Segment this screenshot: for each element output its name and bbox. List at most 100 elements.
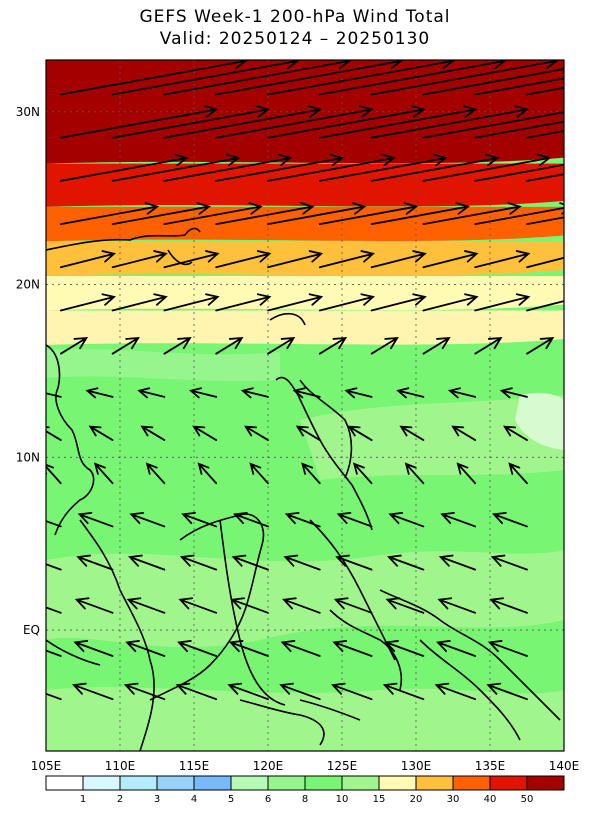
- wind-arrow-21: [111, 153, 241, 182]
- wind-arrow-58: [474, 293, 531, 312]
- colorbar-swatch-2: [119, 775, 158, 791]
- wind-arrow-32: [163, 202, 263, 226]
- colorbar-label-5: 5: [228, 794, 234, 805]
- lon-tick-110E: 110E: [105, 759, 136, 773]
- wind-arrow-82: [140, 425, 166, 441]
- wind-arrow-40: [59, 250, 117, 269]
- wind-arrow-87: [399, 425, 425, 441]
- wind-arrow-44: [267, 250, 324, 269]
- wind-arrow-56: [370, 293, 427, 312]
- colorbar-swatch-13: [526, 775, 565, 791]
- lon-tick-115E: 115E: [179, 759, 210, 773]
- wind-arrow-5: [318, 60, 507, 96]
- wind-arrow-51: [111, 293, 168, 312]
- wind-arrow-48: [474, 250, 531, 269]
- coastline-7: [149, 513, 265, 701]
- wind-arrow-137: [384, 640, 425, 657]
- wind-arrow-19: [526, 130, 564, 139]
- wind-arrow-33: [215, 202, 315, 226]
- colorbar-label-50: 50: [521, 794, 534, 805]
- coastline-15: [46, 639, 101, 666]
- wind-arrow-3: [215, 60, 404, 96]
- wind-arrow-106: [336, 512, 373, 528]
- lon-tick-130E: 130E: [401, 759, 432, 773]
- wind-arrow-148: [434, 682, 477, 701]
- wind-arrow-146: [331, 682, 373, 701]
- coastline-14: [239, 699, 325, 746]
- lon-tick-135E: 135E: [475, 759, 506, 773]
- wind-arrow-103: [181, 512, 218, 528]
- wind-arrow-9: [526, 86, 564, 96]
- wind-arrow-28: [474, 163, 564, 182]
- wind-arrow-16: [370, 105, 529, 139]
- coastline-9: [309, 519, 396, 661]
- wind-arrow-100: [46, 520, 62, 528]
- wind-arrow-81: [88, 425, 114, 441]
- lon-tick-105E: 105E: [31, 759, 62, 773]
- coastline-10: [329, 609, 402, 691]
- wind-arrow-142: [123, 682, 166, 701]
- wind-arrow-140: [46, 692, 62, 701]
- speed-band-1: [46, 163, 564, 207]
- wind-arrow-119: [490, 554, 528, 571]
- wind-arrow-35: [318, 202, 419, 226]
- wind-arrow-116: [335, 554, 373, 571]
- wind-arrow-118: [438, 554, 477, 571]
- colorbar-label-30: 30: [447, 794, 460, 805]
- coastline-8: [219, 519, 286, 706]
- wind-arrow-97: [404, 462, 425, 485]
- colorbar-swatch-4: [193, 775, 232, 791]
- colorbar-swatch-8: [341, 775, 380, 791]
- wind-arrow-6: [370, 60, 559, 96]
- wind-speed-shading: [46, 60, 564, 751]
- wind-arrow-69: [526, 336, 555, 355]
- wind-arrow-0: [59, 60, 248, 96]
- map-subtitle: Valid: 20250124 – 20250130: [159, 29, 431, 49]
- coastline-5: [299, 379, 353, 479]
- wind-arrow-14: [267, 105, 426, 139]
- wind-arrow-7: [422, 68, 564, 96]
- wind-arrow-83: [192, 425, 218, 441]
- speed-band-5: [46, 310, 564, 346]
- wind-arrow-72: [137, 387, 166, 399]
- wind-arrow-73: [189, 387, 218, 399]
- wind-arrow-47: [422, 250, 479, 269]
- wind-arrow-26: [370, 153, 500, 182]
- wind-arrow-130: [46, 649, 62, 657]
- colorbar-swatch-5: [230, 775, 269, 791]
- wind-arrow-104: [233, 512, 269, 528]
- wind-arrow-30: [59, 202, 160, 226]
- wind-arrow-23: [215, 153, 345, 182]
- wind-arrow-25: [318, 153, 448, 182]
- lat-tick-EQ: EQ: [23, 623, 40, 637]
- wind-arrow-57: [422, 293, 479, 312]
- wind-arrow-136: [332, 640, 373, 657]
- wind-arrow-96: [352, 462, 373, 485]
- colorbar-swatch-3: [156, 775, 195, 791]
- wind-arrow-98: [456, 462, 477, 485]
- wind-arrow-68: [474, 336, 503, 355]
- wind-arrow-39: [526, 216, 564, 226]
- wind-arrow-133: [177, 640, 218, 657]
- wind-arrow-141: [72, 682, 114, 701]
- wind-arrow-135: [280, 640, 321, 657]
- colorbar-label-10: 10: [336, 794, 349, 805]
- coastline-1: [46, 344, 95, 536]
- wind-arrow-128: [437, 597, 477, 614]
- shading-patch-4: [46, 348, 280, 382]
- speed-band-2: [46, 206, 564, 242]
- wind-arrow-121: [74, 597, 114, 614]
- wind-arrow-64: [267, 336, 296, 355]
- wind-arrow-132: [125, 640, 166, 657]
- wind-arrow-149: [486, 682, 528, 701]
- shading-patch-2: [515, 392, 564, 450]
- wind-arrow-27: [422, 153, 552, 182]
- wind-arrow-95: [301, 462, 321, 485]
- wind-arrow-127: [385, 597, 425, 614]
- colorbar-label-3: 3: [154, 794, 160, 805]
- wind-arrow-62: [163, 336, 192, 355]
- wind-arrow-15: [318, 105, 478, 139]
- wind-arrow-138: [436, 640, 477, 657]
- wind-arrow-65: [318, 336, 348, 355]
